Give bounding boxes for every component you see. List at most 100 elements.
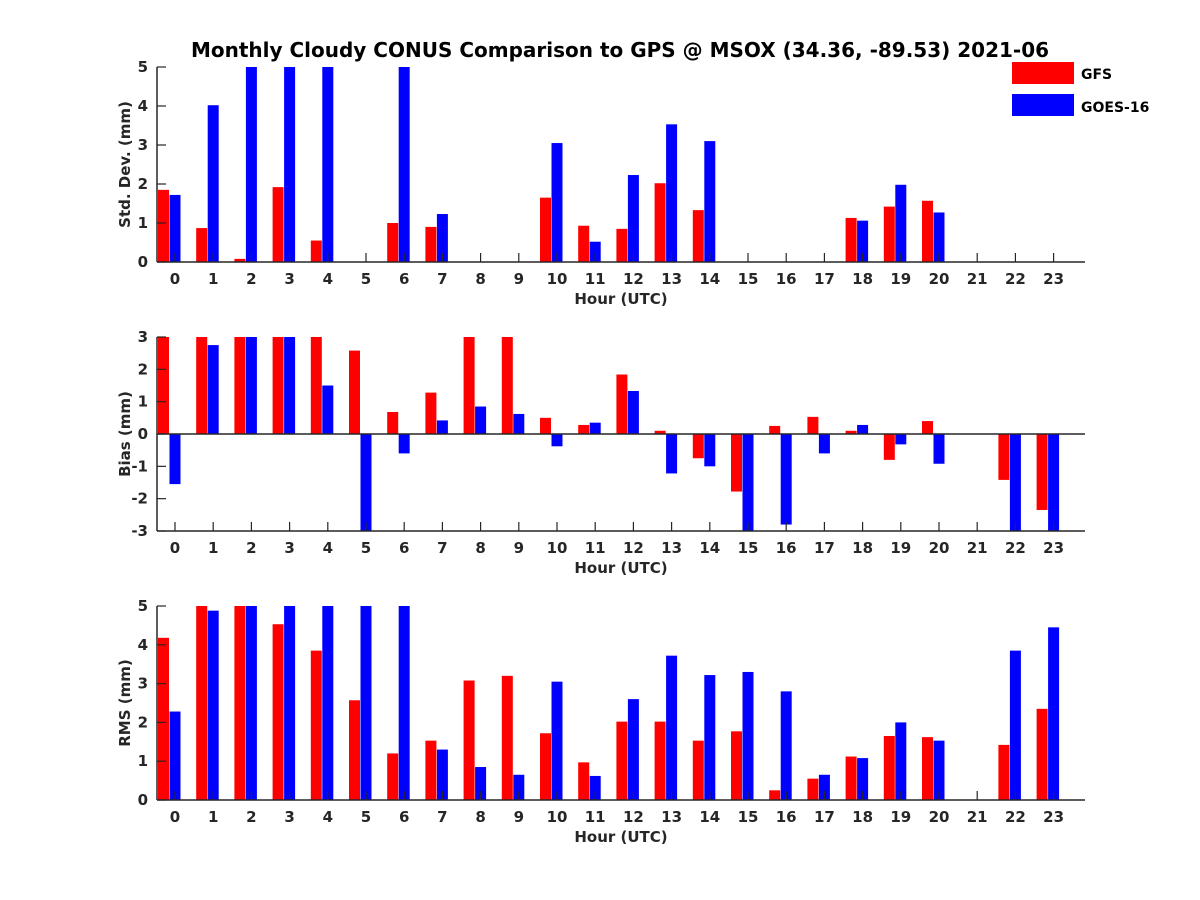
bar-gfs-hour-8 xyxy=(463,680,475,800)
bar-goes16-hour-16 xyxy=(780,691,792,800)
x-tick-label: 7 xyxy=(437,539,447,557)
bar-goes16-hour-13 xyxy=(666,124,678,262)
y-axis-label: Std. Dev. (mm) xyxy=(116,101,134,228)
bar-gfs-hour-2 xyxy=(234,606,246,800)
x-tick-label: 0 xyxy=(170,539,180,557)
bar-goes16-hour-19 xyxy=(895,184,907,262)
bar-gfs-hour-3 xyxy=(272,337,284,434)
x-tick-label: 20 xyxy=(929,539,950,557)
x-tick-label: 5 xyxy=(361,539,371,557)
x-tick-label: 18 xyxy=(852,539,873,557)
y-tick-label: 4 xyxy=(138,636,148,654)
y-tick-label: 3 xyxy=(138,675,148,693)
x-tick-label: 11 xyxy=(585,539,606,557)
x-tick-label: 15 xyxy=(738,808,759,826)
bar-gfs-hour-4 xyxy=(310,650,322,800)
bar-goes16-hour-16 xyxy=(780,434,792,525)
bar-goes16-hour-19 xyxy=(895,434,907,445)
bar-goes16-hour-5 xyxy=(360,606,372,800)
x-tick-label: 10 xyxy=(547,808,568,826)
bar-goes16-hour-11 xyxy=(589,241,601,262)
bar-gfs-hour-12 xyxy=(616,228,628,262)
x-tick-label: 22 xyxy=(1005,270,1026,288)
y-axis-label: Bias (mm) xyxy=(116,391,134,477)
bar-gfs-hour-16 xyxy=(769,425,781,434)
legend-label-gfs: GFS xyxy=(1081,67,1112,83)
bar-gfs-hour-7 xyxy=(425,226,437,262)
bar-gfs-hour-10 xyxy=(540,733,551,800)
x-tick-label: 3 xyxy=(284,539,294,557)
bar-gfs-hour-19 xyxy=(883,735,895,800)
bar-gfs-hour-23 xyxy=(1036,434,1048,510)
y-tick-label: 0 xyxy=(138,791,148,809)
y-tick-label: 3 xyxy=(138,328,148,346)
x-tick-label: 8 xyxy=(475,270,485,288)
bar-goes16-hour-12 xyxy=(627,391,639,434)
bar-goes16-hour-7 xyxy=(436,214,448,262)
x-tick-label: 18 xyxy=(852,270,873,288)
x-tick-label: 22 xyxy=(1005,539,1026,557)
y-tick-label: 1 xyxy=(138,214,148,232)
bar-gfs-hour-22 xyxy=(998,434,1010,480)
bar-gfs-hour-5 xyxy=(349,700,360,800)
x-tick-label: 14 xyxy=(699,270,720,288)
bar-goes16-hour-11 xyxy=(589,775,601,800)
bar-goes16-hour-19 xyxy=(895,722,907,800)
y-tick-label: 1 xyxy=(138,752,148,770)
bar-gfs-hour-11 xyxy=(578,424,590,434)
bar-gfs-hour-18 xyxy=(845,430,857,434)
bar-gfs-hour-7 xyxy=(425,392,437,434)
bar-gfs-hour-9 xyxy=(501,675,513,800)
bar-gfs-hour-13 xyxy=(654,721,666,800)
x-tick-label: 21 xyxy=(967,808,988,826)
bar-gfs-hour-7 xyxy=(425,740,437,800)
bar-gfs-hour-11 xyxy=(578,762,590,800)
x-tick-label: 21 xyxy=(967,270,988,288)
bar-goes16-hour-13 xyxy=(666,434,678,474)
x-tick-label: 23 xyxy=(1043,270,1064,288)
bar-goes16-hour-2 xyxy=(245,606,257,800)
bar-gfs-hour-18 xyxy=(845,217,857,262)
bar-gfs-hour-10 xyxy=(540,417,551,434)
bar-goes16-hour-5 xyxy=(360,434,372,531)
bar-goes16-hour-1 xyxy=(207,610,219,800)
x-axis-label: Hour (UTC) xyxy=(574,828,667,846)
bar-goes16-hour-17 xyxy=(818,434,830,454)
x-tick-label: 1 xyxy=(208,539,218,557)
x-tick-label: 15 xyxy=(738,539,759,557)
bar-goes16-hour-8 xyxy=(475,767,487,800)
x-tick-label: 17 xyxy=(814,808,835,826)
bar-goes16-hour-20 xyxy=(933,740,945,800)
bar-gfs-hour-1 xyxy=(196,337,208,434)
x-tick-label: 11 xyxy=(585,808,606,826)
bar-gfs-hour-5 xyxy=(349,350,360,434)
x-tick-label: 17 xyxy=(814,270,835,288)
x-tick-label: 16 xyxy=(776,808,797,826)
x-tick-label: 13 xyxy=(661,539,682,557)
y-tick-label: 2 xyxy=(138,175,148,193)
y-tick-label: 1 xyxy=(138,393,148,411)
x-tick-label: 3 xyxy=(284,270,294,288)
bar-gfs-hour-19 xyxy=(883,206,895,262)
bar-goes16-hour-3 xyxy=(284,606,296,800)
y-tick-label: 4 xyxy=(138,97,148,115)
legend-swatch-goes16 xyxy=(1012,94,1074,116)
bar-goes16-hour-6 xyxy=(398,67,410,262)
x-tick-label: 8 xyxy=(475,539,485,557)
x-tick-label: 2 xyxy=(246,270,256,288)
y-tick-label: -1 xyxy=(131,457,148,475)
bar-goes16-hour-20 xyxy=(933,434,945,464)
bar-goes16-hour-4 xyxy=(322,606,334,800)
x-tick-label: 7 xyxy=(437,808,447,826)
bar-gfs-hour-23 xyxy=(1036,708,1048,800)
bar-goes16-hour-10 xyxy=(551,434,563,447)
x-tick-label: 14 xyxy=(699,808,720,826)
x-tick-label: 13 xyxy=(661,808,682,826)
bar-goes16-hour-7 xyxy=(436,749,448,800)
bar-goes16-hour-0 xyxy=(169,194,181,262)
x-tick-label: 0 xyxy=(170,808,180,826)
y-tick-label: 0 xyxy=(138,253,148,271)
